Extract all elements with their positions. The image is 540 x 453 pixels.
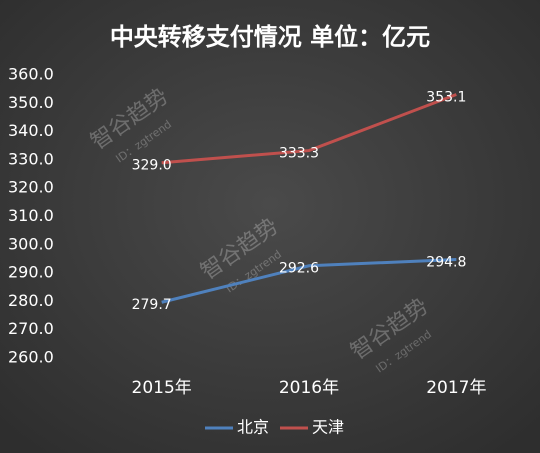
y-tick-label: 350.0 bbox=[8, 93, 54, 112]
legend-label: 天津 bbox=[312, 418, 344, 437]
series-line bbox=[161, 93, 457, 165]
y-tick-label: 280.0 bbox=[8, 291, 54, 310]
y-tick-label: 290.0 bbox=[8, 263, 54, 282]
x-tick-label: 2015年 bbox=[132, 378, 192, 398]
y-tick-label: 360.0 bbox=[8, 65, 54, 84]
y-tick-label: 340.0 bbox=[8, 121, 54, 140]
series-line bbox=[161, 258, 457, 304]
chart-title: 中央转移支付情况 单位：亿元 bbox=[110, 23, 430, 51]
y-tick-label: 260.0 bbox=[8, 348, 54, 367]
y-tick-label: 270.0 bbox=[8, 319, 54, 338]
value-label: 279.7 bbox=[132, 297, 172, 313]
y-tick-label: 320.0 bbox=[8, 178, 54, 197]
y-tick-label: 330.0 bbox=[8, 149, 54, 168]
x-tick-label: 2016年 bbox=[279, 378, 339, 398]
value-label: 329.0 bbox=[132, 158, 172, 174]
value-label: 292.6 bbox=[279, 261, 319, 277]
value-label: 353.1 bbox=[426, 90, 466, 106]
value-label: 294.8 bbox=[426, 255, 466, 271]
y-tick-label: 310.0 bbox=[8, 206, 54, 225]
value-label: 333.3 bbox=[279, 146, 319, 162]
y-tick-label: 300.0 bbox=[8, 234, 54, 253]
legend-label: 北京 bbox=[237, 418, 269, 437]
x-tick-label: 2017年 bbox=[426, 378, 486, 398]
